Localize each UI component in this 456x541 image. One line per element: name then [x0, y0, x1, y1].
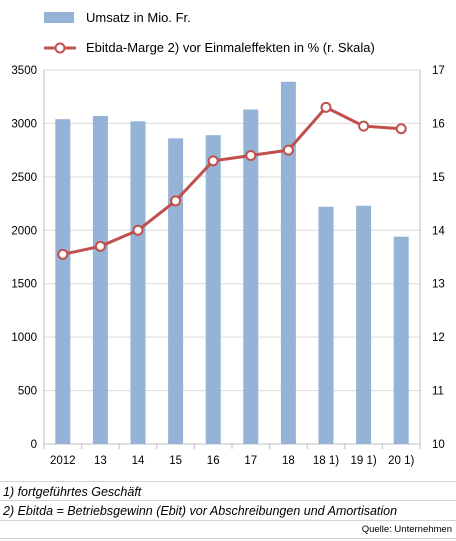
margin-point [395, 123, 407, 135]
y-left-tick-label: 1500 [11, 279, 37, 291]
y-left-tick-label: 1000 [11, 332, 37, 344]
x-tick-label: 15 [169, 455, 182, 467]
y-left-tick-label: 2000 [11, 225, 37, 237]
margin-point [57, 248, 69, 260]
y-right-tick-label: 10 [432, 439, 445, 451]
x-tick-label: 16 [207, 455, 220, 467]
x-tick-label: 17 [244, 455, 257, 467]
x-tick-label: 2012 [50, 455, 76, 467]
y-right-tick-label: 14 [432, 225, 445, 237]
bar [318, 206, 334, 444]
footnote-2: 2) Ebitda = Betriebsgewinn (Ebit) vor Ab… [0, 501, 456, 521]
bar [168, 138, 184, 445]
bar [130, 121, 146, 444]
y-left-tick-label: 500 [18, 386, 37, 398]
margin-point [320, 101, 332, 113]
bar [92, 115, 108, 444]
chart: 0 500 1000 1500 2000 2500 3000 3500 10 11 12 13 14 15… [11, 10, 445, 467]
y-right-tick-label: 17 [432, 65, 445, 77]
margin-point [207, 155, 219, 167]
legend-swatch-marker [54, 42, 66, 54]
y-left-tick-label: 0 [31, 439, 37, 451]
y-right-tick-label: 11 [432, 386, 444, 398]
bar [205, 135, 221, 444]
bar [243, 109, 259, 444]
margin-point [282, 144, 294, 156]
y-right-tick-label: 16 [432, 118, 445, 130]
x-tick-label: 18 1) [313, 455, 339, 467]
x-tick-label: 18 [282, 455, 295, 467]
legend-label-bars: Umsatz in Mio. Fr. [86, 10, 191, 25]
margin-line [62, 105, 402, 256]
source-note: Quelle: Unternehmen [0, 521, 456, 539]
legend-swatch-bars [44, 12, 74, 23]
y-left-tick-label: 3000 [11, 118, 37, 130]
footnote-1: 1) fortgeführtes Geschäft [0, 481, 456, 501]
margin-point [132, 224, 144, 236]
x-tick-label: 19 1) [350, 455, 376, 467]
y-left-tick-label: 2500 [11, 172, 37, 184]
y-right-tick-label: 13 [432, 279, 445, 291]
x-tick-label: 14 [132, 455, 145, 467]
y-left-tick-label: 3500 [11, 65, 37, 77]
bar [280, 81, 296, 445]
chart-svg: 0 500 1000 1500 2000 2500 3000 3500 10 11 12 13 14 15… [11, 10, 445, 467]
y-right-tick-label: 15 [432, 172, 445, 184]
y-right-tick-label: 12 [432, 332, 445, 344]
margin-point [358, 120, 370, 132]
bar [393, 236, 409, 444]
x-tick-label: 20 1) [388, 455, 414, 467]
margin-point [245, 149, 257, 161]
x-tick-label: 13 [94, 455, 107, 467]
bar [356, 205, 372, 444]
legend-label-line: Ebitda-Marge 2) vor Einmaleffekten in % … [86, 40, 375, 55]
margin-point [94, 240, 106, 252]
bar [55, 119, 71, 444]
margin-point [170, 195, 182, 207]
